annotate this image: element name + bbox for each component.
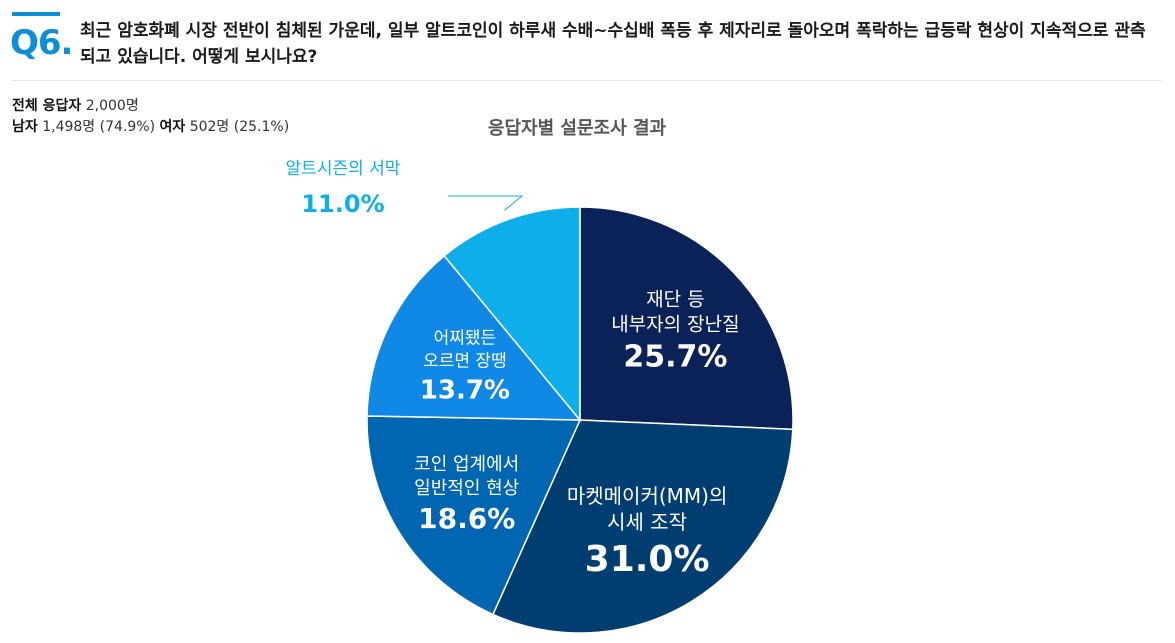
question-accent-bar	[12, 12, 60, 16]
female-value: 502명 (25.1%)	[189, 119, 290, 135]
slice-1-label-line-2: 내부자의 장난질	[611, 314, 739, 336]
total-value: 2,000명	[85, 98, 139, 114]
slice-4-label-line-1: 어찌됐든	[434, 328, 497, 348]
slice-2-label-line-1: 마켓메이커(MM)의	[567, 484, 728, 508]
slice-2-percent: 31.0%	[585, 539, 710, 580]
header-divider	[12, 80, 1162, 81]
chart-title: 응답자별 설문조사 결과	[487, 118, 667, 139]
respondent-stats: 전체 응답자 2,000명 남자 1,498명 (74.9%) 여자 502명 …	[12, 96, 289, 138]
total-respondents-row: 전체 응답자 2,000명	[12, 96, 289, 117]
question-number: Q6.	[10, 23, 73, 63]
gender-row: 남자 1,498명 (74.9%) 여자 502명 (25.1%)	[12, 117, 289, 138]
slice-5-leader-line	[448, 195, 524, 211]
slice-2-label-line-2: 시세 조작	[607, 510, 687, 534]
slice-1-percent: 25.7%	[623, 340, 727, 375]
slice-5-label-line-1: 알트시즌의 서막	[286, 159, 401, 179]
pie-slice-4	[366, 254, 582, 421]
slice-3-percent: 18.6%	[418, 502, 515, 535]
male-label: 남자	[12, 119, 38, 135]
slice-1-label-line-1: 재단 등	[646, 289, 704, 311]
total-label: 전체 응답자	[12, 98, 82, 114]
pie-slice-5	[443, 206, 581, 423]
pie-slice-2	[491, 419, 794, 634]
slice-3-label-line-2: 일반적인 현상	[414, 478, 519, 499]
pie-slice-1	[579, 206, 794, 431]
slice-3-label-line-1: 코인 업계에서	[414, 454, 519, 475]
pie-slice-3	[366, 415, 582, 616]
slice-4-percent: 13.7%	[420, 375, 510, 405]
female-label: 여자	[159, 119, 186, 135]
slice-5-percent: 11.0%	[301, 190, 384, 218]
slice-4-label-line-2: 오르면 장땡	[423, 351, 507, 371]
male-value: 1,498명 (74.9%)	[42, 119, 156, 135]
question-text: 최근 암호화폐 시장 전반이 침체된 가운데, 일부 알트코인이 하루새 수배~…	[80, 21, 1146, 67]
